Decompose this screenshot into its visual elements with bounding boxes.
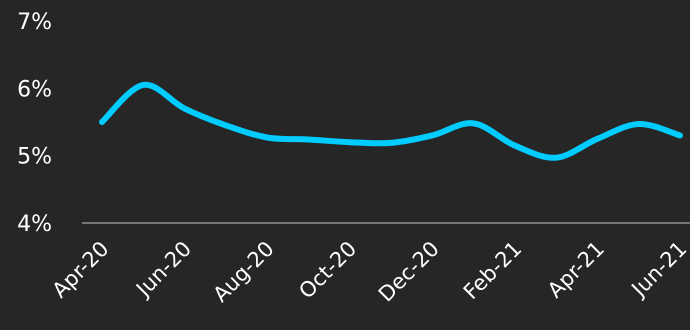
x-tick-label: Feb-21 bbox=[459, 237, 527, 305]
x-tick-label: Apr-21 bbox=[543, 237, 609, 303]
y-axis-ticks: 4% 5% 6% 7% bbox=[17, 10, 52, 237]
x-tick-label: Jun-20 bbox=[130, 237, 196, 303]
y-tick-label: 7% bbox=[17, 10, 52, 35]
y-tick-label: 4% bbox=[17, 212, 52, 237]
x-tick-label: Dec-20 bbox=[374, 237, 444, 307]
y-tick-label: 5% bbox=[17, 145, 52, 170]
x-axis-ticks: Apr-20 Jun-20 Aug-20 Oct-20 Dec-20 Feb-21 Apr-… bbox=[48, 237, 690, 307]
x-tick-label: Oct-20 bbox=[294, 237, 361, 304]
x-tick-label: Aug-20 bbox=[208, 237, 278, 307]
y-tick-label: 6% bbox=[17, 77, 52, 102]
x-tick-label: Jun-21 bbox=[626, 237, 690, 303]
series-line bbox=[99, 81, 683, 161]
x-tick-label: Apr-20 bbox=[48, 237, 114, 303]
